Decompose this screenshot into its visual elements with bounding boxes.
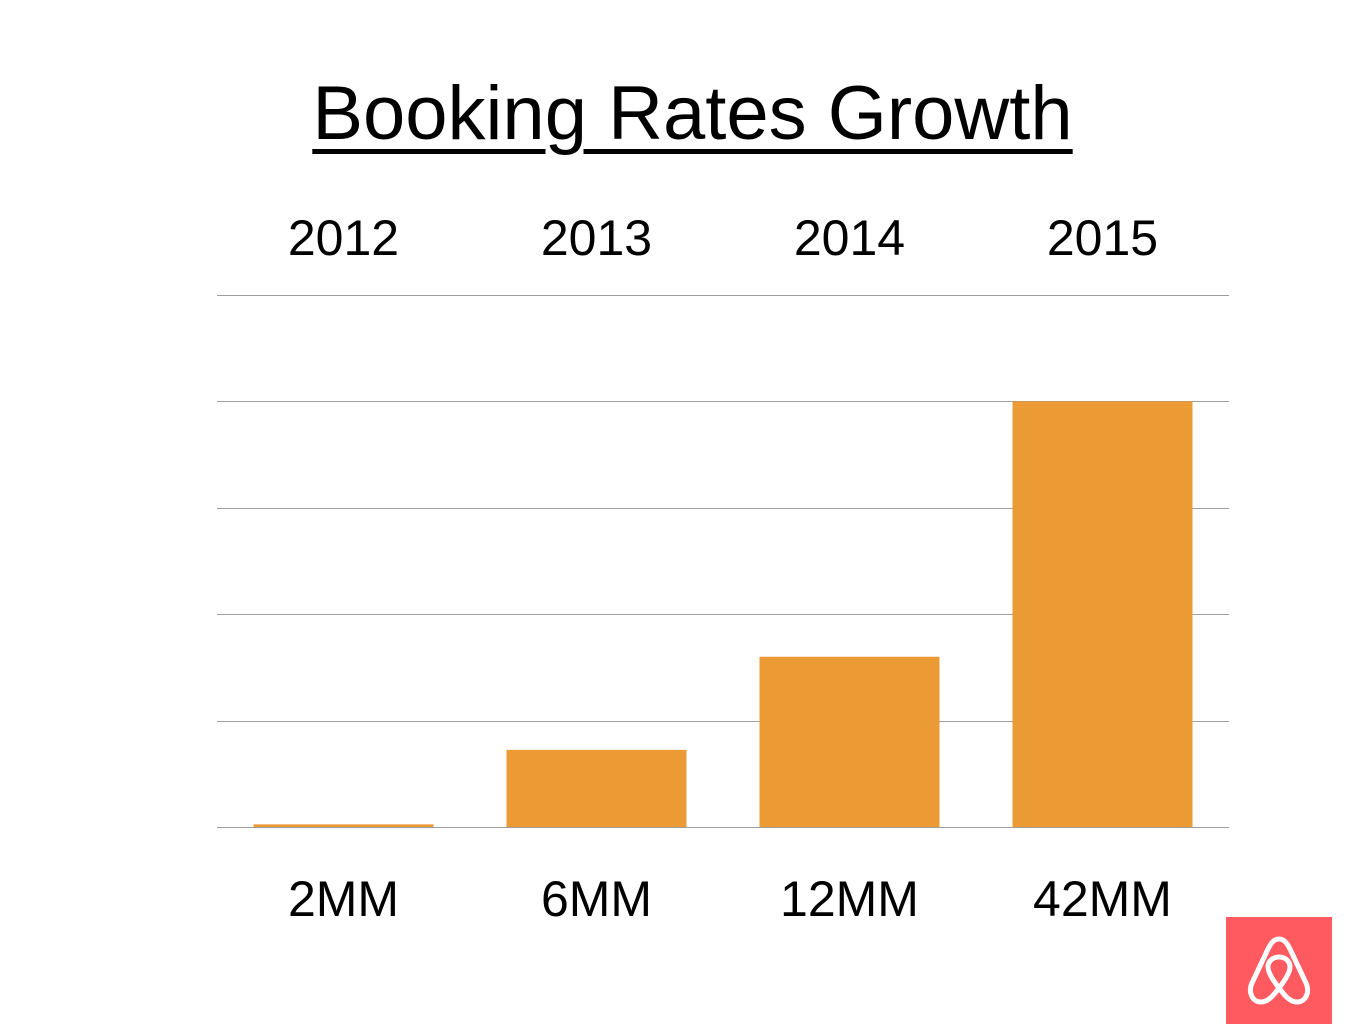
airbnb-logo [1226, 917, 1332, 1024]
value-labels: 2MM 6MM 12MM 42MM [288, 871, 1172, 927]
value-label: 42MM [1033, 871, 1172, 927]
category-label: 2014 [794, 210, 905, 266]
bar-2015 [1012, 401, 1193, 827]
bars [253, 401, 1193, 827]
value-label: 12MM [780, 871, 919, 927]
value-label: 6MM [541, 871, 652, 927]
gridlines [217, 295, 1229, 828]
airbnb-logo-icon [1247, 936, 1311, 1005]
value-label: 2MM [288, 871, 399, 927]
category-label: 2013 [541, 210, 652, 266]
category-label: 2015 [1047, 210, 1158, 266]
bar-2012 [253, 824, 434, 827]
category-labels: 2012 2013 2014 2015 [288, 210, 1158, 266]
bar-2013 [506, 749, 687, 827]
category-label: 2012 [288, 210, 399, 266]
bar-2014 [759, 656, 940, 827]
chart-title: Booking Rates Growth [312, 71, 1073, 156]
